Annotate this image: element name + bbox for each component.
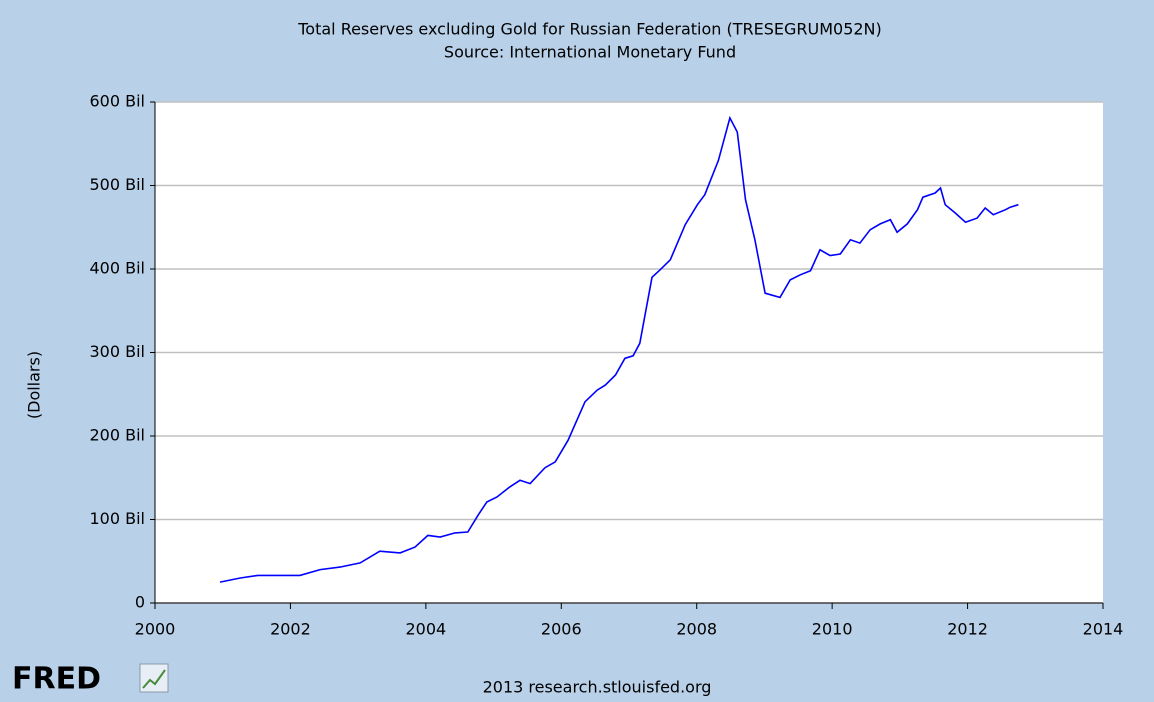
y-tick-label: 600 Bil xyxy=(90,92,146,111)
y-tick-label: 100 Bil xyxy=(90,509,146,528)
x-tick-label: 2002 xyxy=(270,620,311,639)
y-tick-label: 400 Bil xyxy=(90,259,146,278)
x-tick-label: 2014 xyxy=(1083,620,1124,639)
x-tick-label: 2000 xyxy=(135,620,176,639)
y-tick-label: 0 xyxy=(135,593,145,612)
chart-title: Total Reserves excluding Gold for Russia… xyxy=(297,20,882,39)
x-tick-label: 2004 xyxy=(405,620,446,639)
x-tick-label: 2012 xyxy=(947,620,988,639)
y-tick-label: 300 Bil xyxy=(90,342,146,361)
logo-icon-line xyxy=(142,669,166,689)
y-tick-label: 500 Bil xyxy=(90,175,146,194)
credit: 2013 research.stlouisfed.org xyxy=(483,678,712,697)
x-tick-label: 2008 xyxy=(676,620,717,639)
x-tick-label: 2006 xyxy=(541,620,582,639)
logo: FRED xyxy=(12,662,101,697)
series-line xyxy=(219,115,1019,583)
y-tick-label: 200 Bil xyxy=(90,426,146,445)
chart-subtitle: Source: International Monetary Fund xyxy=(444,43,736,62)
x-tick-label: 2010 xyxy=(812,620,853,639)
y-axis-label: (Dollars) xyxy=(25,351,44,419)
